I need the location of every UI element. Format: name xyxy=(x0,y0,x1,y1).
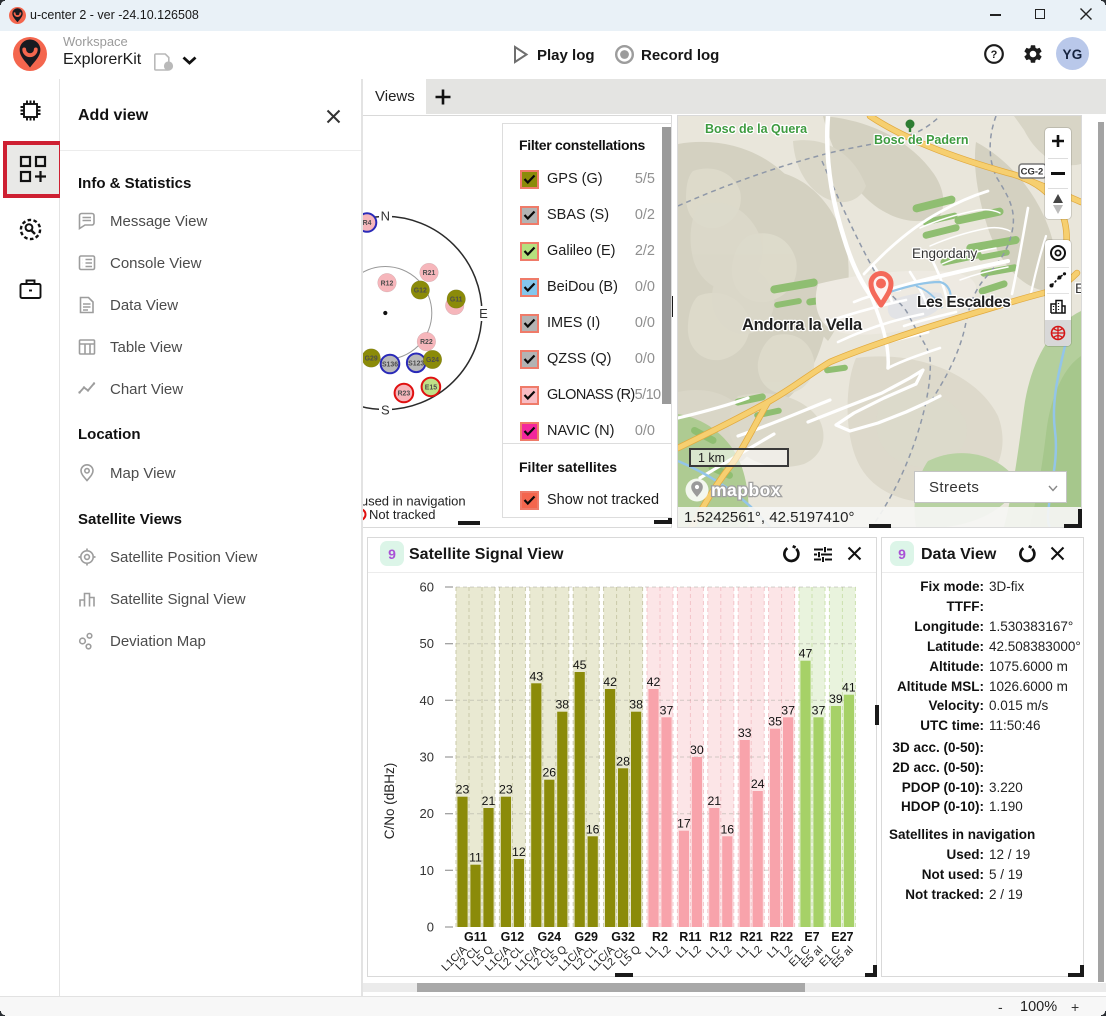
svg-text:G11: G11 xyxy=(450,297,463,304)
svg-text:C/No (dBHz): C/No (dBHz) xyxy=(382,763,397,840)
svg-text:Engordany: Engordany xyxy=(912,246,978,261)
svg-text:G12: G12 xyxy=(414,288,427,295)
svg-text:37: 37 xyxy=(660,703,674,717)
svg-text:23: 23 xyxy=(456,783,470,797)
svg-text:43: 43 xyxy=(529,669,543,683)
svg-text:E: E xyxy=(479,306,488,321)
svg-text:R23: R23 xyxy=(398,391,411,398)
svg-text:G32: G32 xyxy=(611,930,635,944)
svg-text:E27: E27 xyxy=(831,930,853,944)
svg-text:mapbox: mapbox xyxy=(711,480,781,500)
svg-text:E: E xyxy=(1075,280,1081,296)
svg-text:21: 21 xyxy=(707,794,721,808)
svg-text:24: 24 xyxy=(751,777,765,791)
svg-text:Les Escaldes: Les Escaldes xyxy=(917,294,1010,311)
svg-text:38: 38 xyxy=(555,698,569,712)
svg-text:L2: L2 xyxy=(748,944,765,961)
svg-text:E15: E15 xyxy=(425,385,437,392)
svg-text:37: 37 xyxy=(781,703,795,717)
svg-text:20: 20 xyxy=(420,806,434,821)
svg-text:G29: G29 xyxy=(365,356,378,363)
svg-text:R22: R22 xyxy=(770,930,793,944)
svg-text:L2: L2 xyxy=(717,944,734,961)
svg-text:Bosc de la Quera: Bosc de la Quera xyxy=(705,122,808,136)
svg-text:R12: R12 xyxy=(381,280,394,287)
svg-text:G29: G29 xyxy=(574,930,598,944)
svg-text:16: 16 xyxy=(720,822,734,836)
svg-text:E7: E7 xyxy=(804,930,819,944)
svg-text:N: N xyxy=(381,208,390,223)
svg-text:G24: G24 xyxy=(537,930,561,944)
svg-text:Not tracked: Not tracked xyxy=(369,507,435,522)
svg-text:41: 41 xyxy=(842,681,856,695)
svg-text:R12: R12 xyxy=(709,930,732,944)
svg-text:33: 33 xyxy=(738,726,752,740)
svg-text:60: 60 xyxy=(420,580,434,595)
svg-text:R2: R2 xyxy=(652,930,668,944)
svg-text:0: 0 xyxy=(427,920,434,935)
svg-text:11: 11 xyxy=(469,851,482,865)
svg-text:R4: R4 xyxy=(363,220,372,227)
svg-text:CG-2: CG-2 xyxy=(1021,167,1044,178)
svg-text:40: 40 xyxy=(420,693,434,708)
svg-text:12: 12 xyxy=(512,845,526,859)
svg-text:G11: G11 xyxy=(464,930,487,944)
svg-text:Not used in navigation: Not used in navigation xyxy=(337,494,466,509)
svg-text:G12: G12 xyxy=(501,930,525,944)
svg-text:50: 50 xyxy=(420,636,434,651)
svg-text:23: 23 xyxy=(499,783,513,797)
svg-text:R11: R11 xyxy=(679,930,701,944)
svg-text:47: 47 xyxy=(799,647,813,661)
svg-text:17: 17 xyxy=(677,817,691,831)
svg-text:38: 38 xyxy=(629,698,643,712)
svg-text:R21: R21 xyxy=(423,270,436,277)
svg-text:45: 45 xyxy=(573,658,587,672)
svg-text:R22: R22 xyxy=(420,339,433,346)
svg-text:21: 21 xyxy=(482,794,496,808)
svg-text:10: 10 xyxy=(420,863,434,878)
svg-text:30: 30 xyxy=(420,750,434,765)
svg-text:G24: G24 xyxy=(426,357,439,364)
svg-text:S136: S136 xyxy=(382,362,398,369)
svg-text:L2: L2 xyxy=(656,944,673,961)
svg-text:37: 37 xyxy=(812,703,826,717)
svg-text:35: 35 xyxy=(768,715,782,729)
svg-text:28: 28 xyxy=(616,754,630,768)
svg-text:42: 42 xyxy=(603,675,617,689)
svg-text:S: S xyxy=(381,403,390,418)
svg-text:42: 42 xyxy=(647,675,661,689)
svg-text:Andorra la Vella: Andorra la Vella xyxy=(742,316,863,334)
svg-text:?: ? xyxy=(991,49,998,61)
svg-text:39: 39 xyxy=(829,692,843,706)
svg-text:L2: L2 xyxy=(687,944,704,961)
svg-text:26: 26 xyxy=(542,766,556,780)
svg-text:Bosc de Padern: Bosc de Padern xyxy=(874,133,968,147)
svg-text:S123: S123 xyxy=(408,360,424,367)
svg-text:16: 16 xyxy=(586,822,600,836)
svg-text:R21: R21 xyxy=(740,930,763,944)
svg-text:30: 30 xyxy=(690,743,704,757)
